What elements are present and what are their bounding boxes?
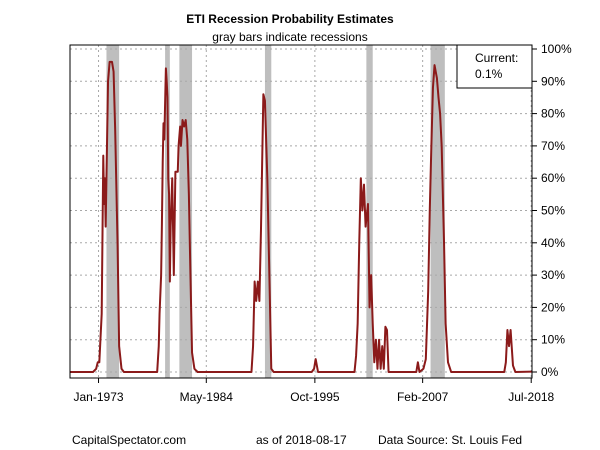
legend-label: Current: <box>475 51 518 65</box>
plot-frame <box>69 44 533 379</box>
recession-bar <box>165 45 170 378</box>
x-tick-label: Jul-2018 <box>508 390 554 404</box>
legend-value: 0.1% <box>475 67 503 81</box>
y-tick-label: 80% <box>541 107 565 121</box>
y-tick-label: 30% <box>541 268 565 282</box>
y-tick-label: 0% <box>541 365 559 379</box>
footer-source-site: CapitalSpectator.com <box>72 433 186 447</box>
chart-title: ETI Recession Probability Estimates <box>186 12 394 26</box>
y-tick-label: 90% <box>541 74 565 88</box>
chart-subtitle: gray bars indicate recessions <box>212 30 367 44</box>
footer-date: as of 2018-08-17 <box>256 433 347 447</box>
recession-bars <box>106 45 445 378</box>
x-tick-label: May-1984 <box>180 390 234 404</box>
x-tick-label: Jan-1973 <box>74 390 124 404</box>
y-tick-label: 60% <box>541 171 565 185</box>
x-tick-label: Feb-2007 <box>397 390 449 404</box>
legend-box: Current: 0.1% <box>456 44 533 89</box>
y-tick-label: 40% <box>541 236 565 250</box>
y-tick-label: 70% <box>541 139 565 153</box>
legend-frame <box>456 44 533 89</box>
x-axis: Jan-1973 May-1984 Oct-1995 Feb-2007 Jul-2018 <box>74 378 555 404</box>
recession-bar <box>366 45 373 378</box>
gridlines <box>70 45 532 378</box>
series-layer <box>70 60 533 373</box>
footer-data-source: Data Source: St. Louis Fed <box>378 433 522 447</box>
y-tick-label: 100% <box>541 42 572 56</box>
y-tick-label: 10% <box>541 333 565 347</box>
y-tick-label: 20% <box>541 300 565 314</box>
y-tick-label: 50% <box>541 204 565 218</box>
recession-probability-line <box>70 60 533 373</box>
x-tick-label: Oct-1995 <box>290 390 340 404</box>
y-axis: 0% 10% 20% 30% 40% 50% 60% 70% 80% 90% 100% <box>532 42 572 379</box>
